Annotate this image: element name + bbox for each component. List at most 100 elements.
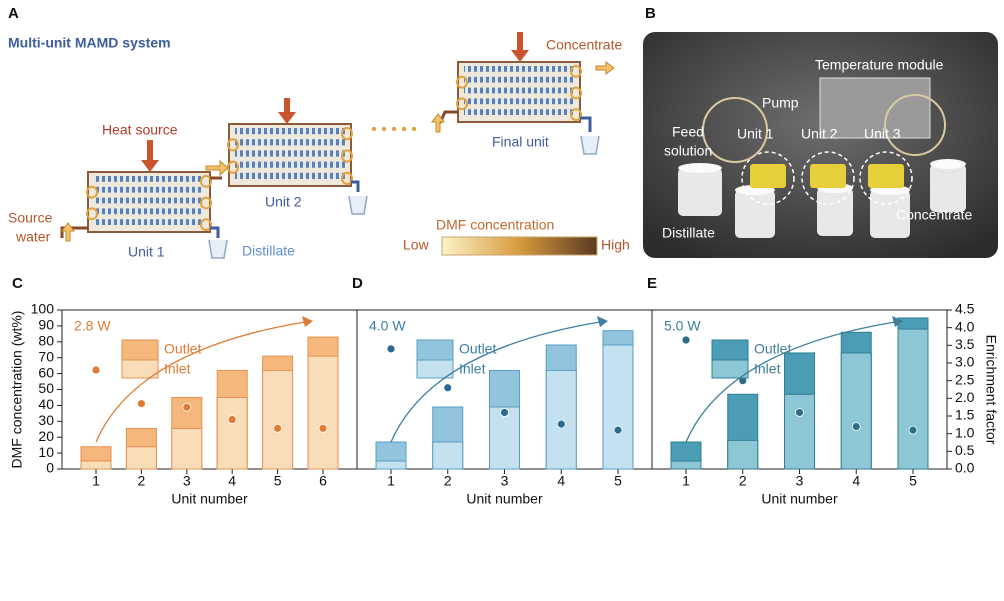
pipe <box>60 226 88 238</box>
bottle-cap <box>678 163 722 173</box>
colorbar-title: DMF concentration <box>436 217 554 233</box>
legend-swatch <box>711 339 749 361</box>
y-tick-label: 80 <box>38 333 54 349</box>
source-water-label: water <box>15 229 51 245</box>
trend-arrow-head <box>892 316 903 327</box>
tubing-coil <box>884 94 946 156</box>
unit-module <box>750 164 786 188</box>
tube-loop <box>570 86 582 100</box>
dot <box>318 423 328 433</box>
x-tick-label: 5 <box>274 473 282 489</box>
trend-arrow <box>390 321 601 443</box>
photo-label: Unit 2 <box>801 126 838 142</box>
bar <box>545 369 577 470</box>
tube-row <box>464 87 574 94</box>
x-tick-label: 2 <box>739 473 747 489</box>
x-tick-label: 1 <box>387 473 395 489</box>
photo-label: Unit 3 <box>864 126 901 142</box>
heat-arrow-head <box>278 112 296 124</box>
y2-tick-label: 1.0 <box>955 424 975 440</box>
tube-row <box>94 208 204 215</box>
bottle <box>930 164 966 212</box>
unit-module <box>810 164 846 188</box>
panel-a: A Multi-unit MAMD system Concentrate Hea… <box>8 5 630 260</box>
legend-label: Inlet <box>754 361 781 377</box>
annotation: 5.0 W <box>664 318 701 334</box>
diagram-title: Multi-unit MAMD system <box>8 35 171 51</box>
source-water-label: Source <box>8 210 53 226</box>
y-tick-label: 90 <box>38 317 54 333</box>
photo-labels: Temperature module Pump Feed solution Un… <box>662 57 972 241</box>
y-tick-label: 10 <box>38 444 54 460</box>
y-tick-label: 100 <box>31 301 55 317</box>
tube-loop <box>86 185 98 199</box>
annotation: 4.0 W <box>369 318 406 334</box>
photo-label: Pump <box>762 95 799 111</box>
x-tick-label: 4 <box>852 473 860 489</box>
tube-row <box>94 176 204 182</box>
photo-label: Distillate <box>662 225 715 241</box>
x-tick-label: 6 <box>319 473 327 489</box>
legend-swatch <box>416 359 454 379</box>
bar <box>307 355 339 470</box>
bar <box>375 460 407 470</box>
x-tick-label: 3 <box>501 473 509 489</box>
y-tick-label: 0 <box>46 460 54 476</box>
legend-label: Outlet <box>164 341 201 357</box>
y2-tick-label: 1.5 <box>955 407 975 423</box>
dot <box>227 415 237 424</box>
x-tick-label: 2 <box>444 473 452 489</box>
beaker <box>208 239 228 259</box>
tube-loop <box>86 207 98 221</box>
dot <box>851 422 861 432</box>
y-tick-label: 30 <box>38 412 54 428</box>
y-axis-label: DMF concentration (wt%) <box>9 311 25 469</box>
y2-tick-label: 0.5 <box>955 442 975 458</box>
tube-row <box>235 128 345 135</box>
tube-loop <box>200 218 212 232</box>
concentrate-label: Concentrate <box>546 37 622 53</box>
bar <box>171 427 203 470</box>
y2-axis-label: Enrichment factor <box>983 335 999 445</box>
dot <box>91 365 101 375</box>
colorbar <box>441 236 598 256</box>
dot <box>795 408 804 417</box>
tube-loop <box>200 175 212 188</box>
bottle <box>870 190 910 238</box>
bar <box>489 406 520 470</box>
y-tick-label: 40 <box>38 396 54 412</box>
tube-loop <box>227 138 239 152</box>
dot <box>908 425 918 435</box>
tube-loop <box>570 65 582 78</box>
x-tick-label: 5 <box>909 473 917 489</box>
x-axis-label: Unit number <box>171 491 248 507</box>
tube-loop <box>200 196 212 210</box>
panel-label: C <box>12 275 23 292</box>
tube-row <box>464 109 574 115</box>
tubing-coil <box>702 97 768 163</box>
y2-tick-label: 2.0 <box>955 389 975 405</box>
bar <box>727 439 759 470</box>
ellipsis-dot <box>411 126 417 132</box>
dot <box>443 383 453 393</box>
legend-swatch <box>121 359 159 379</box>
ellipsis-dot <box>401 126 407 132</box>
flow-arrow <box>595 61 615 75</box>
ellipsis-dot <box>381 126 387 132</box>
tube-row <box>235 172 345 179</box>
colorbar-high: High <box>601 237 630 253</box>
legend-swatch <box>711 359 749 379</box>
bar <box>262 369 294 470</box>
x-tick-label: 5 <box>614 473 622 489</box>
unit-label: Unit 1 <box>128 244 165 260</box>
panel-label: B <box>645 5 656 22</box>
bar <box>80 460 112 470</box>
unit-circle <box>741 151 795 205</box>
bottle <box>678 168 722 216</box>
unit-label: Final unit <box>492 134 549 150</box>
flow-arrow <box>205 159 229 177</box>
bar <box>432 441 464 470</box>
bottle-cap <box>930 159 966 169</box>
y-tick-label: 50 <box>38 380 54 396</box>
